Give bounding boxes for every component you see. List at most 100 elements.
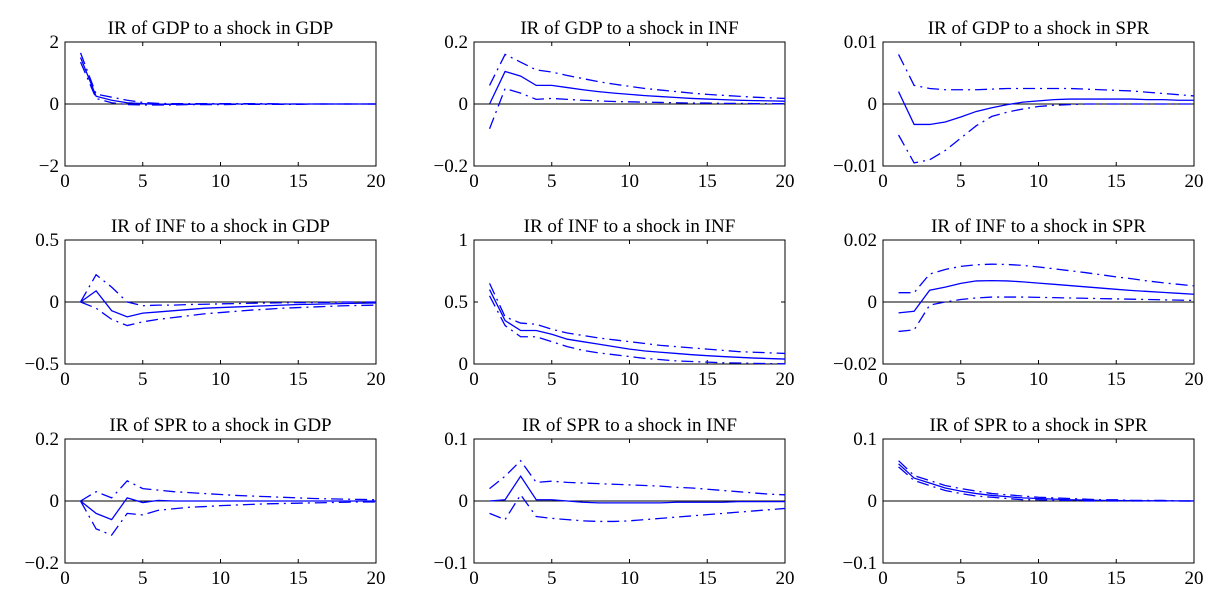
panel-title: IR of INF to a shock in GDP bbox=[111, 216, 330, 237]
x-tick-label: 10 bbox=[1029, 369, 1048, 390]
panel-title: IR of GDP to a shock in SPR bbox=[928, 18, 1150, 39]
y-tick-label: 0.2 bbox=[444, 32, 468, 53]
x-tick-label: 20 bbox=[1185, 171, 1204, 192]
x-tick-label: 0 bbox=[878, 171, 888, 192]
y-tick-label: −0.2 bbox=[25, 553, 59, 574]
impulse-response-line bbox=[80, 497, 376, 521]
y-tick-label: −0.02 bbox=[833, 354, 877, 375]
confidence-band-line bbox=[79, 500, 376, 536]
x-tick-label: 0 bbox=[469, 568, 479, 589]
y-tick-label: 0 bbox=[50, 292, 60, 313]
x-tick-label: 10 bbox=[1029, 568, 1048, 589]
x-tick-label: 15 bbox=[1107, 369, 1126, 390]
confidence-band-line bbox=[79, 61, 376, 106]
panel-title: IR of INF to a shock in INF bbox=[524, 216, 736, 237]
panel-title: IR of SPR to a shock in GDP bbox=[109, 415, 331, 436]
y-tick-label: 0 bbox=[459, 491, 469, 512]
y-tick-label: 0 bbox=[868, 491, 878, 512]
x-tick-label: 0 bbox=[878, 568, 888, 589]
x-tick-label: 5 bbox=[138, 369, 148, 390]
y-tick-label: 0.02 bbox=[844, 230, 877, 251]
x-tick-label: 15 bbox=[698, 369, 717, 390]
confidence-band-line bbox=[489, 459, 786, 496]
x-tick-label: 10 bbox=[620, 369, 639, 390]
irf-panel-6: IR of INF to a shock in SPR 0 5 10 15 20 −0.02… bbox=[833, 216, 1203, 390]
x-tick-label: 20 bbox=[776, 171, 795, 192]
y-tick-label: 2 bbox=[50, 32, 60, 53]
confidence-band-line bbox=[898, 296, 1195, 333]
y-tick-label: 0 bbox=[50, 491, 60, 512]
confidence-band-line bbox=[489, 493, 786, 523]
impulse-response-line bbox=[489, 475, 785, 504]
x-tick-label: 10 bbox=[620, 171, 639, 192]
x-tick-label: 0 bbox=[60, 369, 70, 390]
x-tick-label: 5 bbox=[138, 171, 148, 192]
irf-panel-5: IR of INF to a shock in INF 0 5 10 15 20 0 0.5 1 bbox=[444, 216, 794, 390]
y-tick-label: 0 bbox=[868, 94, 878, 115]
y-tick-label: −0.5 bbox=[25, 354, 59, 375]
panel-title: IR of GDP to a shock in INF bbox=[520, 18, 738, 39]
confidence-band-line bbox=[898, 460, 1194, 502]
x-tick-label: 5 bbox=[956, 369, 966, 390]
x-tick-label: 10 bbox=[211, 171, 230, 192]
impulse-response-line bbox=[488, 70, 786, 105]
x-tick-label: 15 bbox=[698, 171, 717, 192]
x-tick-label: 15 bbox=[1107, 171, 1126, 192]
y-tick-label: 0.5 bbox=[444, 292, 468, 313]
x-tick-label: 5 bbox=[956, 568, 966, 589]
y-tick-label: −0.1 bbox=[434, 553, 468, 574]
x-tick-label: 0 bbox=[60, 568, 70, 589]
x-tick-label: 20 bbox=[776, 369, 795, 390]
x-tick-label: 20 bbox=[1185, 369, 1204, 390]
panel-title: IR of SPR to a shock in INF bbox=[522, 415, 737, 436]
x-tick-label: 15 bbox=[698, 568, 717, 589]
confidence-band-line bbox=[897, 103, 1194, 164]
panel-title: IR of GDP to a shock in GDP bbox=[108, 18, 334, 39]
y-tick-label: 0.01 bbox=[844, 32, 877, 53]
irf-panel-3: IR of GDP to a shock in SPR 0 5 10 15 20 −0.01… bbox=[833, 18, 1203, 192]
panel-title: IR of INF to a shock in SPR bbox=[931, 216, 1146, 237]
confidence-band-line bbox=[80, 301, 377, 327]
confidence-band-line bbox=[488, 53, 786, 100]
y-tick-label: 0.1 bbox=[444, 429, 468, 450]
y-tick-label: 0.1 bbox=[853, 429, 877, 450]
impulse-response-line bbox=[79, 57, 376, 105]
x-tick-label: 10 bbox=[211, 568, 230, 589]
x-tick-label: 20 bbox=[367, 171, 386, 192]
y-tick-label: 0 bbox=[459, 354, 469, 375]
y-tick-label: −0.01 bbox=[833, 156, 877, 177]
x-tick-label: 20 bbox=[367, 369, 386, 390]
confidence-band-line bbox=[79, 273, 376, 307]
impulse-response-line bbox=[897, 91, 1194, 126]
x-tick-label: 15 bbox=[289, 171, 308, 192]
y-tick-label: 0 bbox=[459, 94, 469, 115]
confidence-band-line bbox=[488, 283, 786, 355]
x-tick-label: 5 bbox=[547, 171, 557, 192]
y-tick-label: 0 bbox=[868, 292, 878, 313]
x-tick-label: 20 bbox=[367, 568, 386, 589]
x-tick-label: 5 bbox=[956, 171, 966, 192]
confidence-band-line bbox=[488, 295, 786, 365]
y-tick-label: −0.1 bbox=[843, 553, 877, 574]
confidence-band-line bbox=[80, 480, 377, 502]
x-tick-label: 0 bbox=[469, 171, 479, 192]
x-tick-label: 5 bbox=[547, 369, 557, 390]
x-tick-label: 0 bbox=[60, 171, 70, 192]
y-tick-label: −0.2 bbox=[434, 156, 468, 177]
x-tick-label: 20 bbox=[776, 568, 795, 589]
x-tick-label: 15 bbox=[289, 568, 308, 589]
y-tick-label: 1 bbox=[459, 230, 469, 251]
confidence-band-line bbox=[898, 466, 1194, 502]
x-tick-label: 10 bbox=[1029, 171, 1048, 192]
x-tick-label: 15 bbox=[1107, 568, 1126, 589]
panel-title: IR of SPR to a shock in SPR bbox=[929, 415, 1147, 436]
x-tick-label: 10 bbox=[620, 568, 639, 589]
y-tick-label: 0.2 bbox=[35, 429, 59, 450]
x-tick-label: 0 bbox=[469, 369, 479, 390]
plot-frame bbox=[473, 239, 786, 365]
impulse-response-line bbox=[488, 289, 786, 360]
x-tick-label: 15 bbox=[289, 369, 308, 390]
